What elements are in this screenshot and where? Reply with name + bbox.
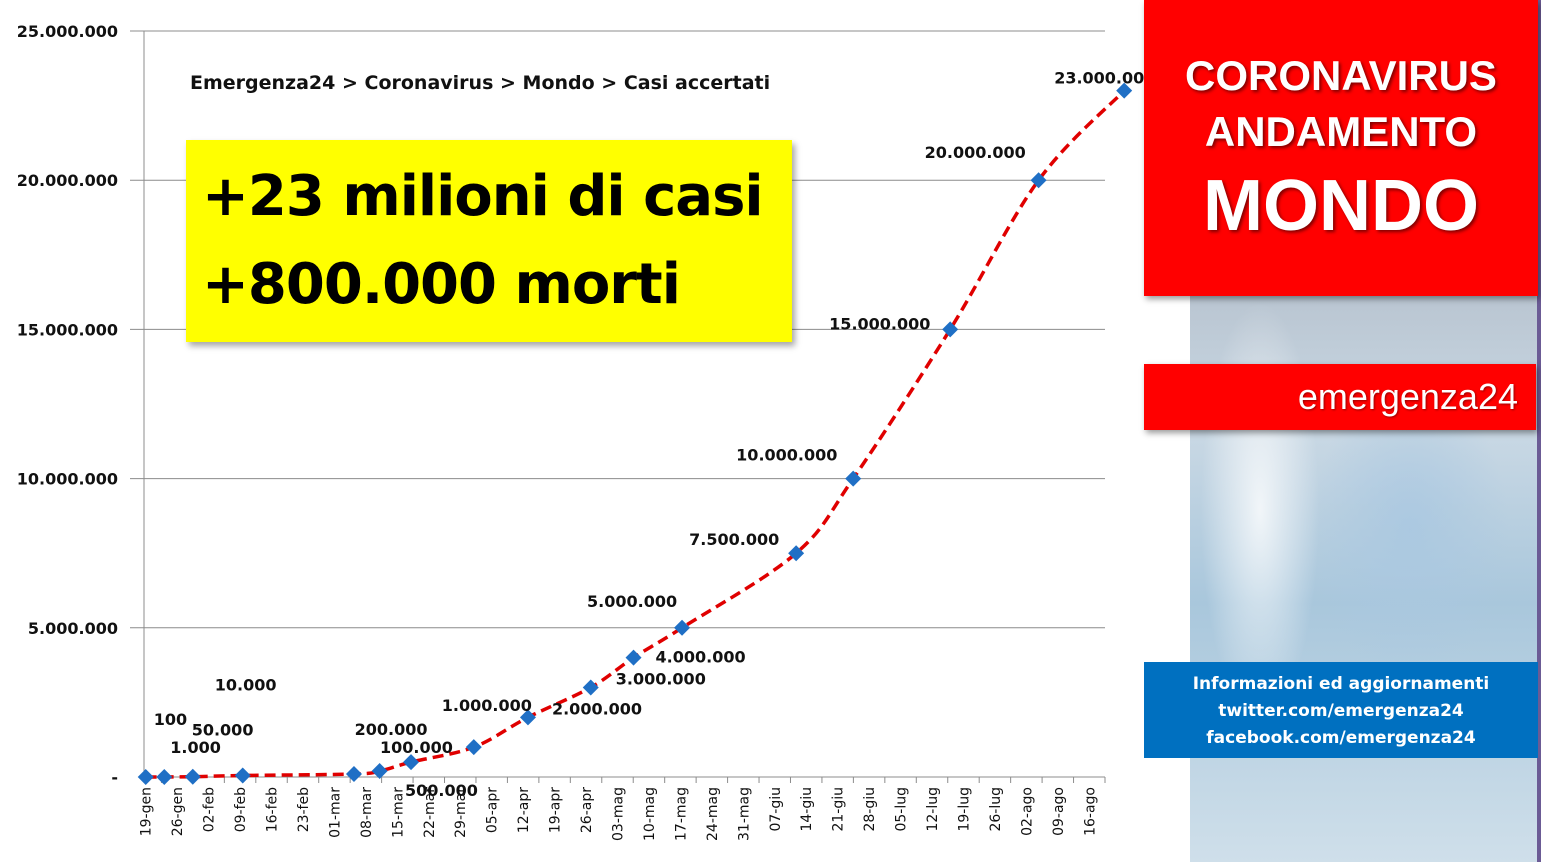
data-label: 500.000: [405, 781, 478, 800]
y-tick-label: 10.000.000: [17, 470, 118, 489]
x-tick-label: 12-lug: [925, 787, 941, 832]
headline-cases: +23 milioni di casi: [202, 164, 764, 229]
title-line-mondo: MONDO: [1203, 166, 1479, 246]
x-tick-label: 12-apr: [516, 787, 532, 833]
x-tick-label: 10-mag: [642, 787, 658, 841]
data-label: 20.000.000: [925, 143, 1026, 162]
x-tick-label: 09-ago: [1051, 787, 1067, 836]
data-label: 200.000: [355, 720, 428, 739]
background-blur: [1200, 300, 1320, 720]
x-tick-label: 08-mar: [359, 787, 375, 838]
x-tick-label: 05-lug: [894, 787, 910, 832]
data-label: 2.000.000: [552, 699, 642, 718]
data-point-marker: [845, 470, 862, 487]
data-label: 10.000.000: [736, 446, 837, 465]
x-tick-label: 31-mag: [736, 787, 752, 841]
twitter-link[interactable]: twitter.com/emergenza24: [1218, 701, 1464, 721]
data-point-marker: [942, 321, 959, 338]
x-tick-label: 02-feb: [202, 787, 218, 832]
x-tick-label: 01-mar: [327, 787, 343, 838]
data-point-marker: [184, 768, 201, 785]
data-point-marker: [345, 766, 362, 783]
facebook-link[interactable]: facebook.com/emergenza24: [1206, 728, 1476, 748]
brand-banner: emergenza24: [1144, 364, 1536, 430]
data-label: 50.000: [192, 721, 254, 740]
x-tick-label: 15-mar: [390, 787, 406, 838]
data-label: 7.500.000: [689, 530, 779, 549]
data-point-marker: [1116, 82, 1133, 99]
y-tick-label: -: [111, 768, 118, 787]
x-tick-label: 14-giu: [799, 787, 815, 832]
data-label: 23.000.000: [1054, 69, 1155, 88]
x-tick-label: 22-mar: [422, 787, 438, 838]
data-point-marker: [674, 619, 691, 636]
data-point-marker: [234, 767, 251, 784]
x-tick-label: 05-apr: [485, 787, 501, 833]
data-point-marker: [519, 709, 536, 726]
y-tick-label: 25.000.000: [17, 22, 118, 41]
title-banner: CORONAVIRUS ANDAMENTO MONDO: [1144, 0, 1538, 296]
x-tick-label: 02-ago: [1019, 787, 1035, 836]
data-label: 10.000: [215, 676, 277, 695]
headline-box: +23 milioni di casi +800.000 morti: [186, 140, 792, 342]
info-text: Informazioni ed aggiornamenti: [1192, 674, 1490, 694]
data-point-marker: [582, 679, 599, 696]
data-point-marker: [625, 649, 642, 666]
data-point-marker: [156, 768, 173, 785]
x-tick-label: 26-gen: [170, 787, 186, 836]
chart-area: - 5.000.000 10.000.000 15.000.000 20.000.000…: [16, 22, 1156, 841]
line-chart: - 5.000.000 10.000.000 15.000.000 20.000.000…: [17, 22, 1156, 841]
data-label: 15.000.000: [829, 314, 930, 333]
x-tick-label: 23-feb: [296, 787, 312, 832]
x-tick-label: 28-giu: [862, 787, 878, 832]
data-point-marker: [788, 545, 805, 562]
x-tick-label: 19-gen: [139, 787, 155, 836]
x-tick-label: 03-mag: [611, 787, 627, 841]
data-label: 1.000: [170, 738, 221, 757]
brand-name: emergenza24: [1297, 376, 1518, 417]
data-point-marker: [137, 768, 154, 785]
data-point-marker: [371, 763, 388, 780]
y-tick-label: 15.000.000: [17, 320, 118, 339]
x-tick-label: 26-apr: [579, 787, 595, 833]
data-point-marker: [403, 754, 420, 771]
chart-title: Emergenza24 > Coronavirus > Mondo > Casi…: [190, 72, 770, 94]
x-tick-label: 19-apr: [548, 787, 564, 833]
data-label: 4.000.000: [656, 648, 746, 667]
x-tick-label: 21-giu: [831, 787, 847, 832]
data-label: 3.000.000: [616, 669, 706, 688]
x-tick-label: 09-feb: [233, 787, 249, 832]
headline-deaths: +800.000 morti: [202, 252, 681, 317]
x-tick-label: 29-mar: [453, 787, 469, 838]
panel-edge: [1537, 0, 1541, 862]
data-label: 5.000.000: [587, 592, 677, 611]
background-blur: [1310, 380, 1510, 680]
x-tick-label: 16-feb: [265, 787, 281, 832]
x-tick-label: 26-lug: [988, 787, 1004, 832]
x-tick-label: 07-giu: [768, 787, 784, 832]
data-point-marker: [1030, 172, 1047, 189]
x-tick-label: 19-lug: [956, 787, 972, 832]
x-tick-label: 16-ago: [1082, 787, 1098, 836]
data-point-marker: [465, 739, 482, 756]
y-tick-label: 20.000.000: [17, 171, 118, 190]
x-tick-label: 24-mag: [705, 787, 721, 841]
data-label: 100.000: [380, 738, 453, 757]
info-box: Informazioni ed aggiornamenti twitter.co…: [1144, 662, 1538, 758]
title-line-coronavirus: CORONAVIRUS: [1185, 52, 1497, 99]
y-tick-label: 5.000.000: [28, 619, 118, 638]
data-label: 100: [154, 710, 187, 729]
title-line-andamento: ANDAMENTO: [1204, 108, 1478, 155]
data-label: 1.000.000: [442, 696, 532, 715]
x-tick-label: 17-mag: [673, 787, 689, 841]
